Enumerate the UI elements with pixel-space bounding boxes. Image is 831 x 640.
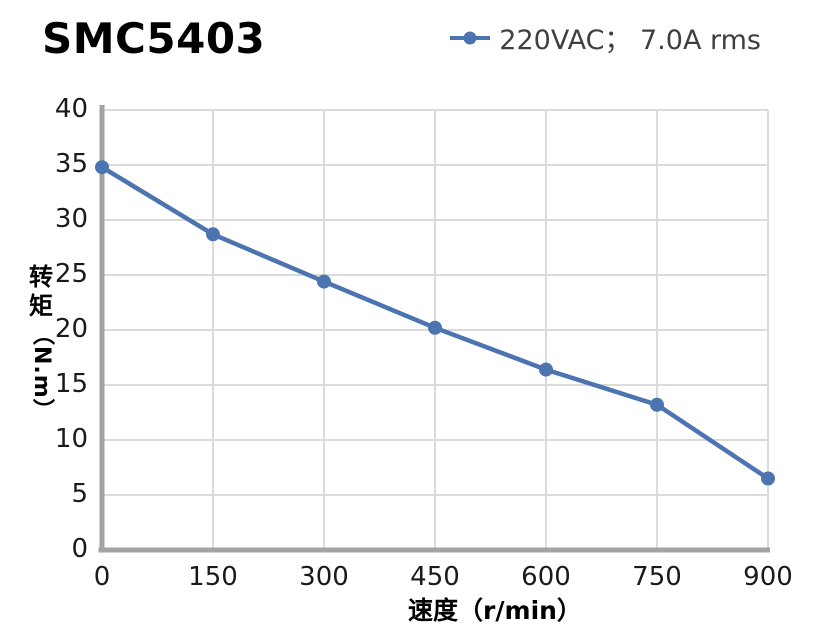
y-axis-title-unit: （N.m） bbox=[29, 322, 54, 422]
data-point-marker bbox=[539, 362, 553, 377]
x-tick-label: 150 bbox=[188, 562, 238, 592]
x-tick-label: 0 bbox=[93, 562, 111, 592]
y-tick-label: 35 bbox=[54, 149, 88, 179]
y-tick-label: 40 bbox=[54, 94, 88, 124]
legend-line-marker-icon bbox=[450, 31, 491, 44]
y-tick-label: 30 bbox=[54, 204, 88, 234]
x-tick-label: 900 bbox=[743, 562, 793, 592]
data-point-marker bbox=[650, 397, 664, 412]
y-tick-label: 5 bbox=[71, 479, 88, 509]
x-tick-label: 450 bbox=[410, 562, 460, 592]
legend-label: 220VAC； 7.0A rms bbox=[499, 25, 761, 56]
y-axis-title-text: 转矩 bbox=[29, 263, 53, 320]
data-point-marker bbox=[428, 320, 442, 335]
data-point-marker bbox=[206, 227, 220, 242]
legend: 220VAC； 7.0A rms bbox=[450, 18, 761, 57]
y-tick-label: 25 bbox=[54, 259, 88, 289]
y-tick-label: 10 bbox=[54, 424, 88, 454]
data-point-marker bbox=[761, 471, 775, 486]
page-title: SMC5403 bbox=[42, 14, 266, 63]
y-tick-label: 0 bbox=[71, 534, 88, 564]
x-tick-label: 600 bbox=[521, 562, 571, 592]
x-tick-label: 300 bbox=[299, 562, 349, 592]
x-tick-label: 750 bbox=[632, 562, 682, 592]
x-axis-title: 速度（r/min） bbox=[408, 596, 582, 625]
data-point-marker bbox=[317, 274, 331, 289]
y-axis-title: 转矩 （N.m） bbox=[24, 263, 58, 421]
y-tick-label: 20 bbox=[54, 314, 88, 344]
y-tick-label: 15 bbox=[54, 369, 88, 399]
data-point-marker bbox=[95, 160, 109, 175]
